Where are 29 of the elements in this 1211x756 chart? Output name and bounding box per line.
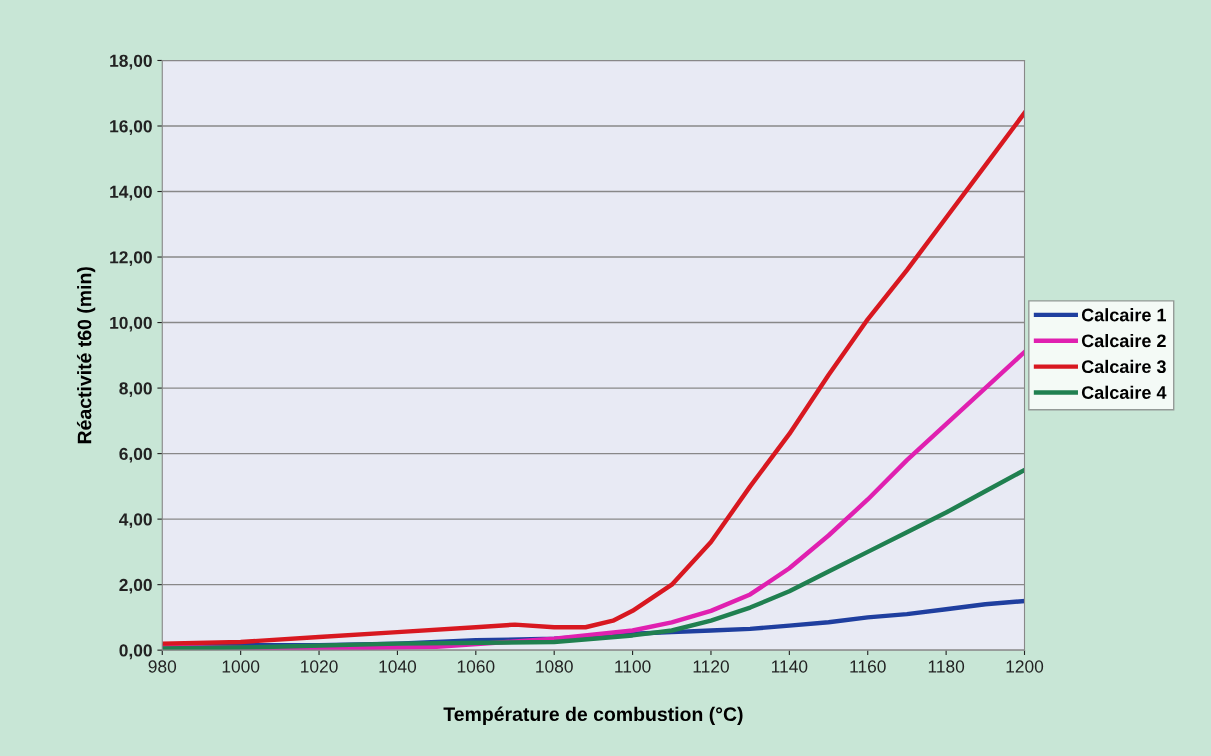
y-tick-label: 6,00 — [119, 447, 152, 463]
legend-label: Calcaire 4 — [1081, 385, 1167, 399]
x-tick-label: 1160 — [850, 660, 886, 673]
x-tick-label: 1080 — [536, 660, 573, 673]
y-tick-label: 14,00 — [110, 185, 152, 201]
x-tick-label: 1040 — [379, 660, 417, 673]
y-tick-label: 8,00 — [119, 382, 152, 398]
x-tick-label: 1060 — [457, 660, 495, 673]
x-tick-label: 980 — [148, 660, 177, 673]
x-tick-label: 1000 — [222, 660, 260, 673]
x-axis-title: Température de combustion (°C) — [443, 706, 743, 725]
y-tick-label: 16,00 — [110, 120, 152, 135]
legend-label: Calcaire 2 — [1081, 333, 1166, 348]
y-tick-label: 12,00 — [110, 251, 152, 267]
y-tick-label: 2,00 — [119, 578, 152, 594]
x-tick-label: 1100 — [615, 660, 651, 673]
x-tick-label: 1180 — [928, 660, 965, 673]
y-axis-title: Réactivité t60 (min) — [76, 267, 96, 444]
legend-label: Calcaire 3 — [1081, 359, 1166, 374]
y-tick-label: 4,00 — [119, 513, 152, 529]
line-series — [162, 110, 1025, 646]
x-tick-label: 1020 — [301, 660, 338, 673]
y-tick-label: 0,00 — [119, 644, 152, 660]
y-tick-label: 18,00 — [110, 54, 152, 70]
y-tick-label: 10,00 — [110, 316, 152, 332]
x-tick-label: 1140 — [772, 660, 808, 673]
legend-label: Calcaire 1 — [1081, 308, 1166, 322]
x-tick-label: 1200 — [1006, 660, 1044, 673]
x-tick-label: 1120 — [693, 660, 729, 673]
